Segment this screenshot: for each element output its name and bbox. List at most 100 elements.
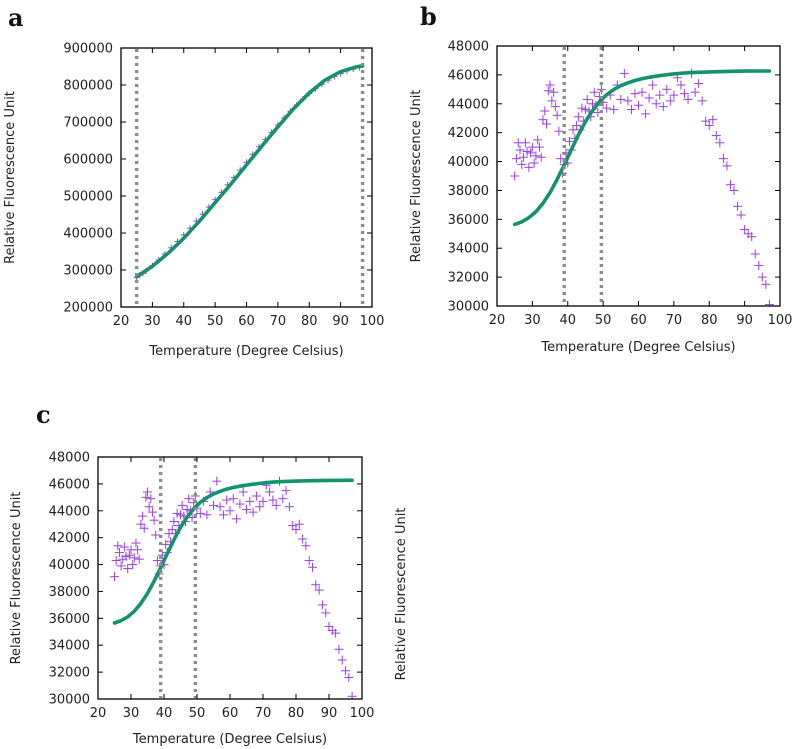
y-tick-label: 44000 — [448, 97, 489, 112]
data-point — [212, 476, 222, 486]
data-point — [510, 171, 520, 181]
data-point — [747, 232, 757, 242]
data-point — [540, 106, 550, 116]
data-point — [222, 495, 232, 505]
data-point — [526, 148, 536, 158]
y-tick-label: 46000 — [448, 68, 489, 83]
y-tick-label: 32000 — [448, 271, 489, 286]
x-tick-label: 30 — [144, 314, 161, 329]
x-tick-label: 60 — [222, 706, 239, 721]
data-point — [662, 84, 672, 94]
data-point — [515, 145, 525, 155]
data-point — [644, 93, 654, 103]
data-point — [616, 94, 626, 104]
data-point — [761, 279, 771, 289]
y-tick-label: 38000 — [448, 184, 489, 199]
x-tick-label: 20 — [90, 706, 107, 721]
data-point — [701, 116, 711, 126]
y-tick-label: 30000 — [49, 693, 90, 708]
data-point — [149, 515, 159, 525]
data-point — [202, 510, 212, 520]
x-tick-label: 90 — [332, 314, 349, 329]
data-point — [602, 103, 612, 113]
x-axis-title: Temperature (Degree Celsius) — [148, 344, 343, 359]
x-tick-label: 50 — [189, 706, 206, 721]
data-point — [317, 600, 327, 610]
data-point — [715, 138, 725, 148]
data-point — [519, 152, 529, 162]
x-tick-label: 90 — [736, 313, 753, 328]
data-point — [708, 115, 718, 125]
plot-frame — [120, 47, 373, 308]
y-tick-label: 48000 — [49, 451, 90, 466]
data-point — [119, 542, 129, 552]
data-point — [542, 119, 552, 129]
data-point — [556, 154, 566, 164]
x-tick-label: 60 — [630, 313, 647, 328]
y-tick-label: 800000 — [63, 79, 113, 94]
data-point — [669, 90, 679, 100]
data-point — [538, 115, 548, 125]
x-tick-label: 40 — [156, 706, 173, 721]
y-tick-label: 34000 — [448, 242, 489, 257]
data-point — [215, 502, 225, 512]
data-point — [552, 110, 562, 120]
y-tick-label: 36000 — [448, 213, 489, 228]
data-point — [304, 556, 314, 566]
data-point — [694, 79, 704, 89]
data-point — [238, 487, 248, 497]
data-point — [144, 502, 154, 512]
panel-label-c: c — [36, 400, 51, 429]
data-point — [344, 672, 354, 682]
x-tick-label: 50 — [595, 313, 612, 328]
data-point — [169, 517, 179, 527]
data-point — [152, 556, 162, 566]
data-point — [722, 161, 732, 171]
x-tick-label: 70 — [255, 706, 272, 721]
data-point — [754, 261, 764, 271]
data-point — [522, 146, 532, 156]
panel-c: c 20 30 40 50 60 70 80 90 100 30000 32000 34000 36000… — [9, 400, 374, 747]
data-point — [161, 539, 171, 549]
y-tick-label: 40000 — [448, 155, 489, 170]
data-point — [113, 541, 123, 551]
y-tick-label: 42000 — [49, 531, 90, 546]
x-tick-label: 100 — [360, 314, 385, 329]
data-point — [321, 608, 331, 618]
y-tick-label: 900000 — [63, 42, 113, 57]
data-point — [534, 142, 544, 152]
data-point — [658, 102, 668, 112]
x-tick-label: 100 — [350, 706, 375, 721]
data-point — [533, 135, 543, 145]
data-point — [565, 136, 575, 146]
data-point — [676, 80, 686, 90]
x-tick-label: 80 — [288, 706, 305, 721]
data-point — [543, 86, 553, 96]
data-point — [630, 89, 640, 99]
data-point — [550, 102, 560, 112]
panel-label-b: b — [420, 2, 437, 31]
data-point — [580, 105, 590, 115]
data-point — [278, 494, 288, 504]
data-point — [123, 564, 133, 574]
data-point — [131, 538, 141, 548]
data-point — [554, 126, 564, 136]
data-point — [139, 523, 149, 533]
data-point — [251, 491, 261, 501]
data-point — [609, 105, 619, 115]
data-point — [648, 80, 658, 90]
x-axis-title: Temperature (Degree Celsius) — [540, 340, 735, 355]
x-tick-label: 30 — [123, 706, 140, 721]
data-point — [255, 502, 265, 512]
data-point — [529, 158, 539, 168]
data-point — [655, 90, 665, 100]
data-point — [116, 561, 126, 571]
data-point — [334, 644, 344, 654]
data-point — [110, 572, 119, 582]
data-point — [242, 504, 251, 514]
data-point — [245, 496, 255, 506]
data-point — [651, 99, 661, 109]
data-point — [281, 486, 291, 496]
data-point — [141, 492, 151, 502]
data-point — [284, 502, 294, 512]
